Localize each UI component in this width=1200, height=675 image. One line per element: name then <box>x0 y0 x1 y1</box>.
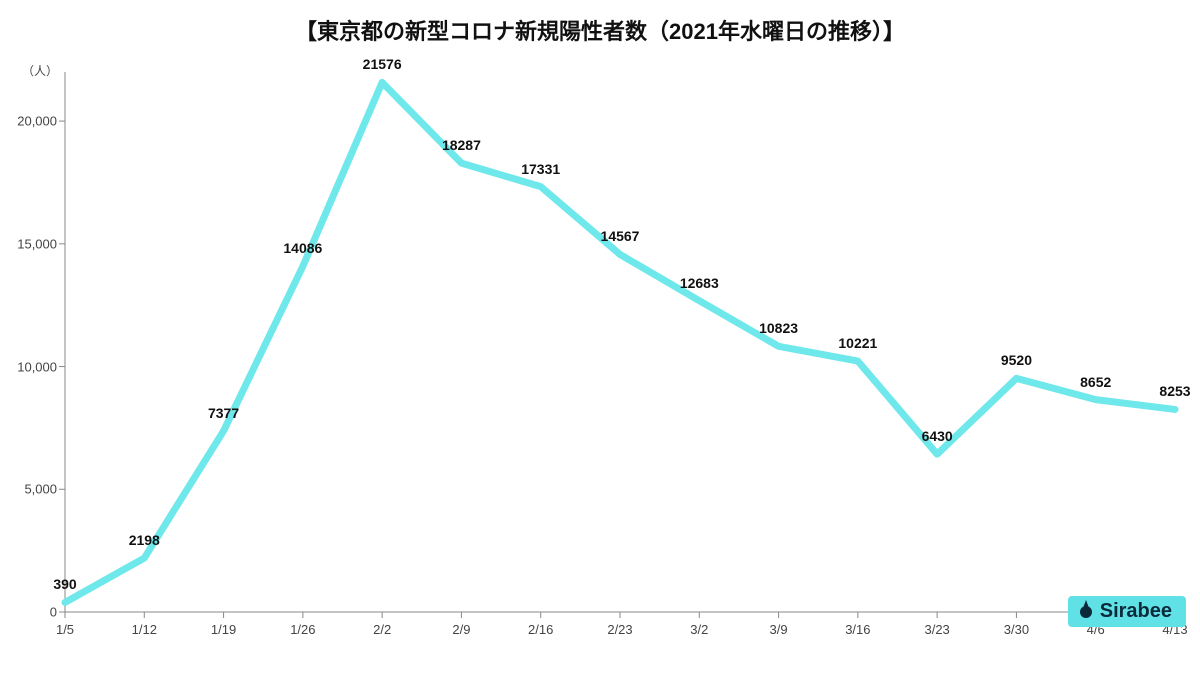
x-tick-label: 3/23 <box>924 612 949 637</box>
x-tick-label: 2/16 <box>528 612 553 637</box>
x-tick-label: 3/9 <box>770 612 788 637</box>
x-tick-label: 3/30 <box>1004 612 1029 637</box>
data-point-label: 8652 <box>1080 374 1111 390</box>
data-point-label: 10221 <box>838 335 877 351</box>
data-point-label: 2198 <box>129 532 160 548</box>
x-tick-label: 2/9 <box>452 612 470 637</box>
y-tick-label: 10,000 <box>17 359 65 374</box>
y-tick-label: 5,000 <box>24 482 65 497</box>
x-tick-label: 1/19 <box>211 612 236 637</box>
y-tick-label: 15,000 <box>17 236 65 251</box>
sirabee-logo: Sirabee <box>1068 596 1186 627</box>
data-point-label: 21576 <box>363 56 402 72</box>
chart-title: 【東京都の新型コロナ新規陽性者数（2021年水曜日の推移）】 <box>0 14 1200 46</box>
data-point-label: 9520 <box>1001 352 1032 368</box>
plot-area: 05,00010,00015,00020,0001/51/121/191/262… <box>65 72 1175 612</box>
sirabee-logo-icon <box>1078 602 1094 622</box>
x-tick-label: 2/23 <box>607 612 632 637</box>
line-series-svg <box>65 72 1175 612</box>
data-point-label: 18287 <box>442 137 481 153</box>
x-tick-label: 3/16 <box>845 612 870 637</box>
chart-container: 【東京都の新型コロナ新規陽性者数（2021年水曜日の推移）】 （人） 05,00… <box>0 0 1200 675</box>
data-point-label: 17331 <box>521 161 560 177</box>
data-point-label: 10823 <box>759 320 798 336</box>
sirabee-logo-text: Sirabee <box>1100 600 1172 623</box>
y-axis-unit-label: （人） <box>22 62 58 79</box>
data-point-label: 8253 <box>1159 383 1190 399</box>
x-tick-label: 1/12 <box>132 612 157 637</box>
data-point-label: 14086 <box>283 240 322 256</box>
x-tick-label: 1/5 <box>56 612 74 637</box>
data-point-label: 6430 <box>922 428 953 444</box>
data-point-label: 7377 <box>208 405 239 421</box>
data-point-label: 14567 <box>601 228 640 244</box>
x-tick-label: 1/26 <box>290 612 315 637</box>
data-point-label: 390 <box>53 576 76 592</box>
x-tick-label: 2/2 <box>373 612 391 637</box>
y-tick-label: 20,000 <box>17 114 65 129</box>
x-tick-label: 3/2 <box>690 612 708 637</box>
data-point-label: 12683 <box>680 275 719 291</box>
